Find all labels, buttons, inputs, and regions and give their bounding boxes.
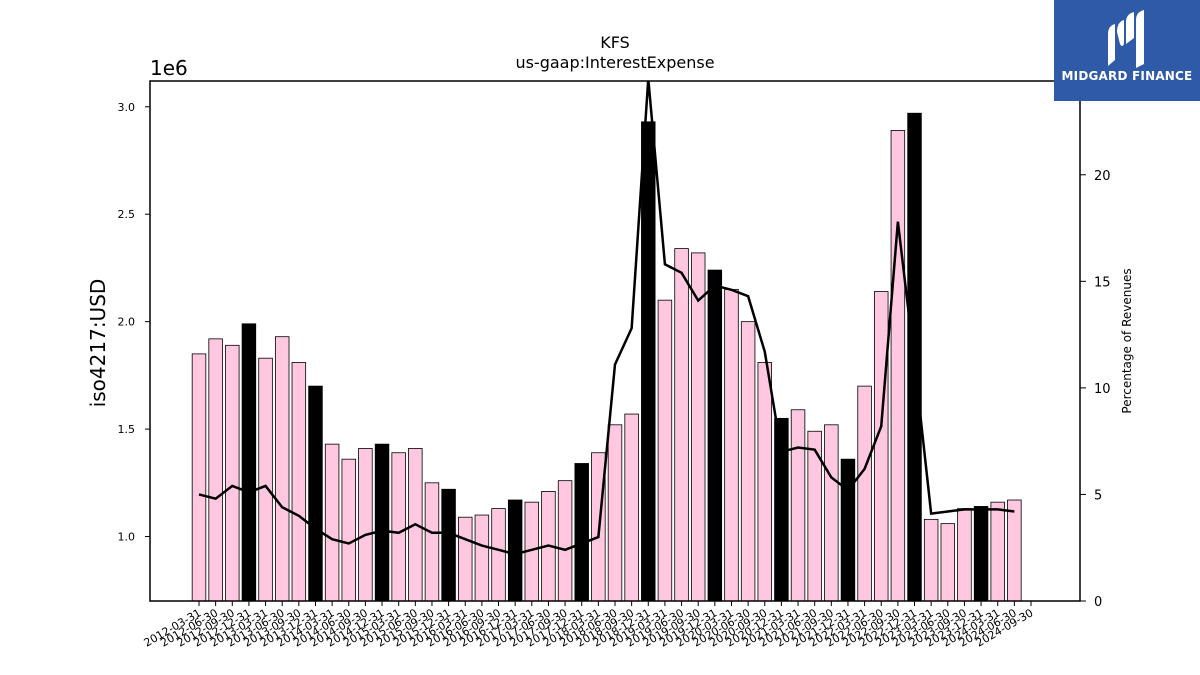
logo-mark-icon [1108, 10, 1144, 68]
right-y-axis: 0 5 10 15 20 [1080, 169, 1111, 610]
bar-2024-06-30 [1007, 499, 1022, 602]
bar-2012-12-31 [241, 323, 257, 602]
left-tick-label: 2.5 [118, 208, 136, 221]
bar-2023-03-31 [923, 518, 939, 602]
left-tick-label: 2.0 [118, 316, 136, 329]
right-tick-label: 10 [1094, 382, 1111, 397]
y-offset-label: 1e6 [150, 56, 188, 80]
bar-2019-09-30 [690, 252, 706, 602]
bar-2020-06-30 [740, 321, 756, 602]
chart-subtitle: us-gaap:InterestExpense [515, 53, 714, 72]
bar-2014-12-31 [374, 443, 390, 602]
bar-2019-06-30 [674, 248, 689, 602]
bar-2015-12-31 [441, 488, 456, 602]
bar-2016-03-31 [458, 516, 473, 602]
brand-logo: MIDGARD FINANCE [1054, 0, 1200, 101]
bar-2018-12-31 [641, 121, 656, 602]
bar-2014-09-30 [358, 448, 373, 602]
bar-2018-06-30 [607, 424, 623, 602]
bar-2019-03-31 [657, 299, 673, 602]
bar-2017-09-30 [557, 480, 573, 602]
bar-2015-03-31 [391, 452, 406, 602]
right-tick-label: 15 [1094, 275, 1111, 290]
bar-2012-06-30 [208, 338, 223, 602]
x-axis: 2012-03-312012-06-302012-09-302012-12-31… [142, 601, 1036, 650]
percentage-line [198, 81, 1015, 556]
logo-text: MIDGARD FINANCE [1061, 69, 1193, 83]
bar-2024-03-31 [990, 501, 1005, 602]
bar-2018-09-30 [624, 413, 639, 602]
bar-2020-09-30 [757, 362, 772, 602]
left-tick-label: 1.5 [118, 423, 136, 436]
bar-2021-03-31 [790, 409, 806, 602]
bar-2016-12-31 [507, 499, 523, 602]
bar-2014-06-30 [341, 458, 356, 602]
right-tick-label: 0 [1094, 595, 1102, 610]
line-layer [198, 81, 1015, 556]
bar-2021-12-31 [840, 458, 856, 602]
bar-2014-03-31 [324, 443, 340, 602]
bar-2013-06-30 [274, 336, 290, 602]
left-y-axis: 1.0 1.5 2.0 2.5 3.0 [118, 101, 150, 544]
bar-2012-09-30 [225, 344, 240, 602]
right-tick-label: 20 [1094, 169, 1111, 184]
bar-2013-09-30 [291, 362, 307, 602]
chart-title: KFS [600, 33, 630, 52]
right-tick-label: 5 [1094, 488, 1102, 503]
bar-2013-03-31 [258, 357, 273, 602]
bar-2021-09-30 [824, 424, 839, 602]
bar-2023-09-30 [957, 508, 972, 602]
bar-2022-09-30 [890, 130, 906, 602]
bar-2022-03-31 [857, 385, 872, 602]
bar-2020-03-31 [724, 289, 739, 602]
bar-2013-12-31 [308, 385, 323, 602]
bar-2023-12-31 [973, 506, 989, 602]
y-axis-label: iso4217:USD [86, 279, 110, 408]
bar-2012-03-31 [191, 353, 207, 602]
left-tick-label: 1.0 [118, 531, 136, 544]
left-tick-label: 3.0 [118, 101, 136, 114]
bar-2023-06-30 [940, 523, 956, 602]
bar-2017-12-31 [574, 463, 589, 602]
bar-2019-12-31 [707, 269, 723, 602]
bar-2016-06-30 [474, 514, 490, 602]
y2-axis-label: Percentage of Revenues [1120, 268, 1134, 413]
bar-2015-09-30 [424, 482, 440, 602]
bar-2016-09-30 [491, 508, 506, 602]
bar-2022-06-30 [874, 291, 889, 602]
